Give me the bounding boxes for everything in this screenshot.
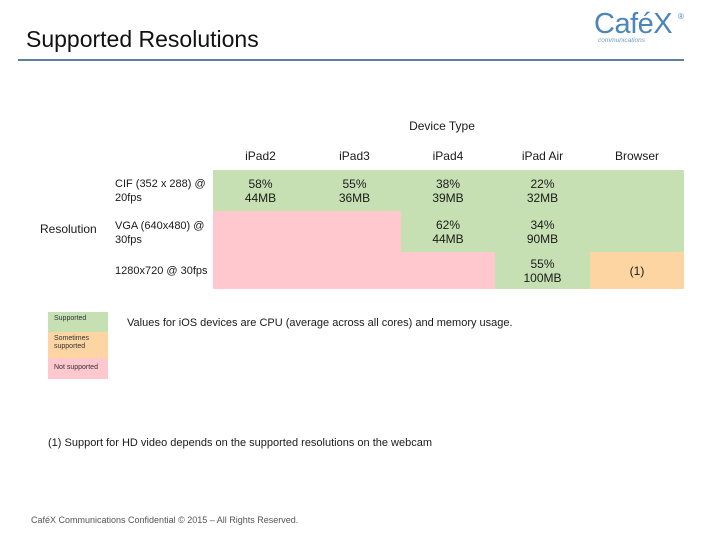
- legend-not-supported-label: Not supported: [54, 364, 98, 371]
- footnote: (1) Support for HD video depends on the …: [48, 437, 433, 449]
- column-header-ipad3: iPad3: [339, 149, 370, 163]
- logo-registered-mark: ®: [678, 12, 684, 21]
- table-cell: [590, 170, 684, 211]
- memory-value: 44MB: [244, 190, 277, 205]
- table-cell: [213, 211, 308, 252]
- memory-value: 39MB: [432, 190, 464, 205]
- row-label-vga: VGA (640x480) @ 30fps: [115, 220, 205, 246]
- resolution-axis-label: Resolution: [40, 222, 97, 236]
- row-label-hd: 1280x720 @ 30fps: [115, 265, 208, 277]
- cpu-value: 22%: [530, 176, 555, 191]
- cpu-value: 62%: [435, 217, 461, 232]
- table-cell: [401, 252, 495, 289]
- page-title: Supported Resolutions: [26, 26, 259, 52]
- column-header-ipad4: iPad4: [432, 149, 464, 163]
- table-cell: [590, 211, 684, 252]
- column-header-browser: Browser: [614, 149, 659, 163]
- legend-not-supported: Not supported: [48, 358, 108, 379]
- cpu-value: 58%: [248, 176, 273, 191]
- table-cell: 55% 100MB: [495, 252, 590, 289]
- footnote-ref: (1): [629, 263, 645, 278]
- confidential-notice: CaféX Communications Confidential © 2015…: [31, 515, 299, 525]
- table-cell: 62% 44MB: [401, 211, 495, 252]
- title-divider: [18, 59, 684, 61]
- legend-sometimes: Sometimes supported: [48, 332, 108, 358]
- cpu-value: 34%: [530, 217, 555, 232]
- table-cell: (1): [590, 252, 684, 289]
- logo-word: Café: [594, 8, 654, 40]
- cafex-logo: CaféX ® communications: [592, 8, 688, 48]
- cpu-value: 55%: [342, 176, 367, 191]
- table-cell: 55% 36MB: [308, 170, 401, 211]
- cpu-value: 55%: [530, 256, 555, 271]
- legend-note: Values for iOS devices are CPU (average …: [127, 317, 513, 329]
- cpu-value: 38%: [435, 176, 461, 191]
- table-cell: [308, 252, 401, 289]
- memory-value: 36MB: [338, 190, 371, 205]
- table-cell: [213, 252, 308, 289]
- table-cell: 22% 32MB: [495, 170, 590, 211]
- memory-value: 90MB: [526, 231, 559, 246]
- legend-supported: Supported: [48, 312, 108, 332]
- logo-tagline: communications: [598, 37, 645, 44]
- memory-value: 32MB: [526, 190, 559, 205]
- memory-value: 44MB: [432, 231, 464, 246]
- column-header-ipad2: iPad2: [245, 149, 276, 163]
- table-cell: [308, 211, 401, 252]
- memory-value: 100MB: [523, 270, 562, 285]
- row-label-cif: CIF (352 x 288) @ 20fps: [115, 178, 206, 204]
- logo-x: X: [653, 8, 673, 40]
- device-type-header: Device Type: [409, 119, 475, 133]
- legend-sometimes-label: Sometimes supported: [54, 335, 90, 350]
- column-header-ipad-air: iPad Air: [521, 149, 564, 163]
- table-cell: 38% 39MB: [401, 170, 495, 211]
- legend-supported-label: Supported: [54, 315, 87, 322]
- table-cell: 34% 90MB: [495, 211, 590, 252]
- table-cell: 58% 44MB: [213, 170, 308, 211]
